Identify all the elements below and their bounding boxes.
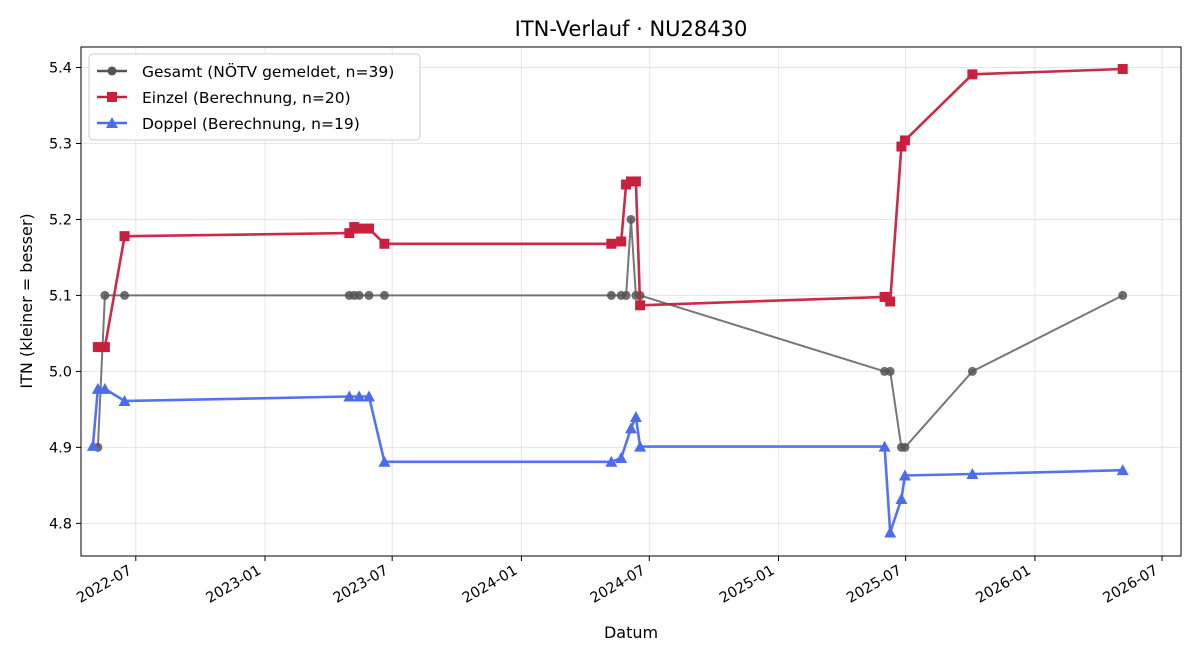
data-point-gesamt	[120, 290, 130, 300]
data-point-einzel	[606, 238, 617, 249]
data-point-einzel	[379, 238, 390, 249]
data-point-einzel	[896, 141, 907, 152]
data-point-doppel	[605, 455, 618, 467]
data-point-doppel	[118, 395, 131, 407]
data-point-gesamt	[626, 214, 636, 224]
y-tick-label: 4.9	[49, 440, 72, 456]
x-tick-label: 2026-07	[1101, 563, 1161, 607]
chart-title: ITN-Verlauf · NU28430	[515, 17, 748, 41]
series-line-doppel	[91, 387, 1123, 534]
series-doppel	[86, 382, 1129, 538]
y-tick-label: 5.1	[49, 288, 72, 304]
data-point-gesamt	[885, 366, 895, 376]
data-point-gesamt	[606, 290, 616, 300]
legend-label: Gesamt (NÖTV gemeldet, n=39)	[142, 62, 394, 81]
data-point-doppel	[98, 382, 111, 394]
legend-box	[88, 53, 421, 141]
legend-item-gesamt: Gesamt (NÖTV gemeldet, n=39)	[97, 62, 394, 81]
data-point-einzel	[354, 223, 365, 234]
data-point-gesamt	[967, 366, 977, 376]
data-point-einzel	[616, 236, 627, 247]
x-tick-label: 2024-01	[460, 563, 520, 607]
y-tick-label: 5.2	[49, 212, 72, 228]
data-point-einzel	[92, 342, 103, 353]
x-tick-label: 2023-01	[204, 563, 264, 607]
data-point-doppel	[634, 440, 647, 452]
series-gesamt	[93, 214, 1128, 452]
data-point-einzel	[635, 300, 646, 311]
x-axis-ticks: 2022-07 2023-01 2023-07 2024-01 2024-07 2025-…	[74, 556, 1163, 607]
data-point-doppel	[86, 439, 99, 451]
x-tick-label: 2025-07	[844, 563, 904, 607]
data-point-doppel	[629, 410, 642, 422]
plot-frame	[80, 46, 1182, 557]
data-point-einzel	[119, 231, 130, 242]
data-point-doppel	[378, 455, 391, 467]
legend-item-doppel: Doppel (Berechnung, n=19)	[97, 115, 360, 133]
series-line-gesamt	[96, 218, 1124, 449]
data-point-doppel	[884, 526, 897, 538]
data-point-doppel	[615, 451, 628, 463]
data-point-einzel	[363, 223, 374, 234]
y-axis-label: ITN (kleiner = besser)	[17, 213, 36, 388]
data-point-doppel	[353, 390, 366, 402]
data-point-gesamt	[100, 290, 110, 300]
data-point-doppel	[625, 422, 637, 434]
legend-marker	[107, 66, 117, 76]
data-point-gesamt	[364, 290, 374, 300]
data-point-doppel	[362, 390, 375, 402]
data-point-gesamt	[1118, 290, 1128, 300]
y-tick-label: 5.0	[49, 364, 72, 380]
data-point-einzel	[885, 296, 896, 307]
data-point-doppel	[1116, 464, 1129, 476]
x-axis-label: Datum	[604, 623, 658, 642]
data-point-doppel	[966, 467, 979, 479]
x-tick-label: 2026-01	[973, 563, 1033, 607]
data-point-doppel	[895, 493, 908, 505]
x-tick-label: 2025-01	[717, 563, 777, 607]
data-point-doppel	[878, 440, 891, 452]
data-point-einzel	[344, 228, 355, 239]
x-tick-label: 2022-07	[74, 563, 134, 607]
data-point-doppel	[898, 469, 911, 481]
y-tick-label: 5.4	[49, 61, 72, 77]
data-point-einzel	[99, 342, 110, 353]
data-point-gesamt	[621, 290, 631, 300]
data-point-einzel	[1117, 64, 1128, 75]
legend-item-einzel: Einzel (Berechnung, n=20)	[97, 89, 351, 107]
data-point-einzel	[630, 176, 641, 187]
y-tick-label: 5.3	[49, 136, 72, 152]
y-tick-label: 4.8	[49, 516, 72, 532]
data-point-gesamt	[379, 290, 389, 300]
legend-label: Doppel (Berechnung, n=19)	[142, 115, 360, 133]
legend-label: Einzel (Berechnung, n=20)	[142, 89, 351, 107]
series-layer	[86, 64, 1129, 538]
data-point-einzel	[967, 69, 978, 80]
legend: Gesamt (NÖTV gemeldet, n=39) Einzel (Bere…	[88, 53, 421, 141]
data-point-doppel	[343, 390, 356, 402]
data-point-einzel	[899, 135, 910, 146]
data-point-gesamt	[900, 442, 910, 452]
legend-marker	[107, 92, 117, 102]
data-point-gesamt	[354, 290, 364, 300]
y-axis-ticks: 4.8 4.9 5.0 5.1 5.2 5.3 5.4	[49, 61, 81, 532]
data-point-einzel	[879, 291, 890, 302]
legend-marker	[106, 117, 118, 128]
x-tick-label: 2023-07	[331, 563, 391, 607]
x-tick-label: 2024-07	[588, 563, 648, 607]
series-einzel	[92, 64, 1128, 353]
